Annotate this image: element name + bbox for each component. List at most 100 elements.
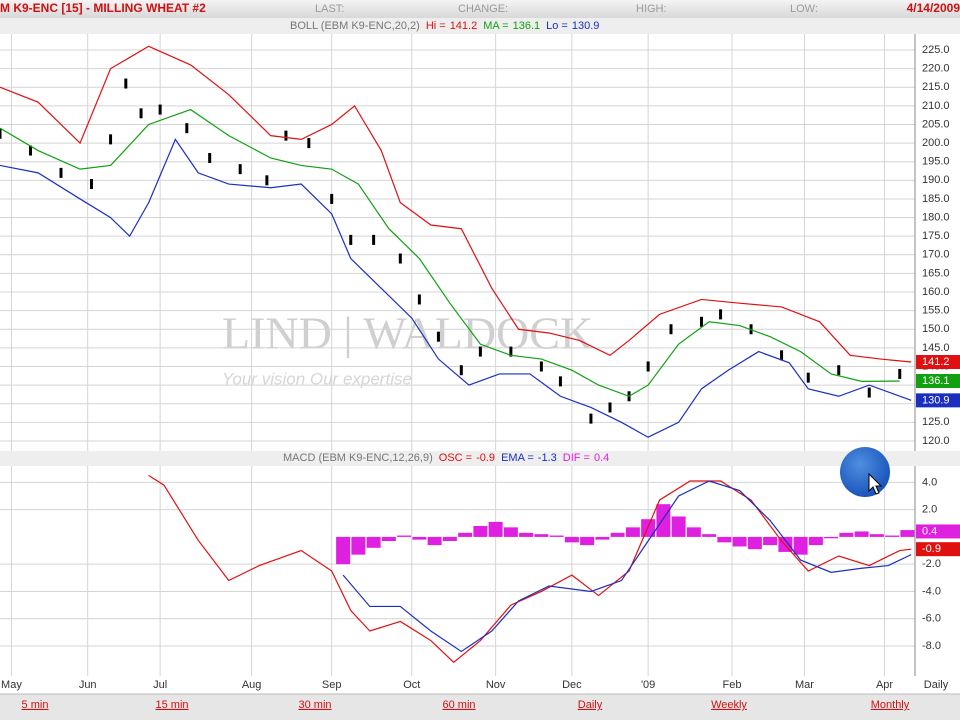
toolbar-button[interactable]: Daily (578, 699, 603, 711)
x-tick-label: Jun (79, 679, 97, 691)
value-badge-label: -0.9 (922, 543, 941, 555)
price-bar (398, 253, 402, 264)
y-tick-label: 215.0 (922, 81, 950, 93)
series-line (342, 480, 912, 653)
histogram-bar (839, 532, 854, 537)
x-tick-label: Nov (486, 679, 506, 691)
price-bar (867, 387, 871, 398)
x-tick-label: Aug (242, 679, 262, 691)
title-text: MACD (EBM K9-ENC,12,26,9) (283, 452, 433, 464)
price-bar (558, 376, 562, 387)
toolbar-button[interactable]: Weekly (711, 699, 747, 711)
toolbar-button[interactable]: 60 min (442, 699, 475, 711)
legend-name: DIF = (563, 452, 590, 464)
price-bar (478, 346, 482, 357)
y-tick-label: 120.0 (922, 435, 950, 447)
price-bar (265, 175, 269, 186)
x-tick-label: Feb (723, 679, 742, 691)
price-bar (29, 145, 32, 156)
histogram-bar (412, 536, 427, 540)
price-bar (700, 316, 703, 327)
price-bar (509, 346, 513, 357)
histogram-bar (549, 535, 564, 537)
symbol: M K9-ENC [15] - MILLING WHEAT #2 (0, 1, 206, 15)
legend-name: MA = (483, 20, 508, 32)
x-tick-label: Dec (562, 679, 582, 691)
histogram-bar (732, 536, 747, 547)
y-tick-label: 150.0 (922, 323, 950, 335)
price-bar (349, 234, 353, 245)
price-bar (90, 179, 93, 190)
toolbar-button[interactable]: 15 min (155, 699, 188, 711)
histogram-bar (869, 534, 884, 537)
y-tick-label: -2.0 (922, 558, 941, 570)
y-tick-label: -6.0 (922, 613, 941, 625)
x-tick-label: '09 (641, 679, 655, 691)
histogram-bar (610, 532, 625, 537)
price-bar (608, 402, 612, 413)
field-label: HIGH: (636, 3, 667, 15)
y-tick-label: 200.0 (922, 137, 950, 149)
y-tick-label: -8.0 (922, 640, 941, 652)
histogram-bar (900, 530, 915, 537)
date: 4/14/2009 (907, 1, 960, 15)
histogram-bar (336, 536, 351, 565)
x-tick-label: May (1, 679, 22, 691)
histogram-bar (824, 536, 839, 539)
y-tick-label: 175.0 (922, 230, 950, 242)
price-bar (330, 193, 334, 204)
price-bar (837, 365, 841, 376)
value-badge (916, 542, 960, 557)
legend-value: 136.1 (513, 20, 541, 32)
toolbar-button[interactable]: 30 min (298, 699, 331, 711)
price-bar (238, 164, 242, 175)
histogram-bar (671, 516, 686, 537)
cursor-highlight (840, 447, 890, 497)
value-badge (916, 524, 960, 539)
histogram-bar (595, 536, 610, 540)
y-tick-label: 2.0 (922, 504, 937, 516)
interval-label: Daily (924, 679, 949, 691)
y-tick-label: 225.0 (922, 44, 950, 56)
histogram-bar (702, 534, 717, 537)
price-bar (539, 361, 543, 372)
legend-name: OSC = (439, 452, 472, 464)
x-tick-label: Jul (153, 679, 167, 691)
x-tick-label: Oct (403, 679, 420, 691)
price-bar (0, 128, 2, 139)
histogram-bar (381, 536, 396, 541)
legend-name: Hi = (426, 20, 446, 32)
price-bar (124, 78, 128, 89)
y-tick-label: 145.0 (922, 342, 950, 354)
y-tick-label: 210.0 (922, 100, 950, 112)
histogram-bar (717, 536, 732, 543)
y-tick-label: 195.0 (922, 156, 950, 168)
price-bar (185, 123, 189, 134)
price-bar (284, 130, 288, 141)
value-badge (916, 393, 960, 408)
field-label: LOW: (790, 3, 818, 15)
histogram-bar (458, 532, 473, 537)
price-bar (158, 104, 162, 115)
header-bar (0, 0, 960, 18)
legend-value: -1.3 (538, 452, 557, 464)
toolbar-button[interactable]: Monthly (871, 699, 910, 711)
y-tick-label: 155.0 (922, 305, 950, 317)
price-bar (459, 365, 463, 376)
price-bar (436, 331, 440, 342)
y-tick-label: -4.0 (922, 585, 941, 597)
mouse-pointer (868, 472, 883, 495)
panel-title: BOLL (EBM K9-ENC,20,2) Hi = 141.2 MA = 136.1… (290, 20, 599, 32)
panel (0, 34, 915, 451)
legend-value: 141.2 (450, 20, 478, 32)
histogram-bar (366, 536, 381, 548)
y-tick-label: 4.0 (922, 476, 937, 488)
panel-title: MACD (EBM K9-ENC,12,26,9) OSC = -0.9 EMA = -… (283, 452, 609, 464)
price-bar (669, 324, 673, 335)
y-tick-label: 190.0 (922, 174, 950, 186)
histogram-bar (534, 534, 549, 537)
toolbar-button[interactable]: 5 min (22, 699, 49, 711)
price-bar (139, 108, 143, 119)
